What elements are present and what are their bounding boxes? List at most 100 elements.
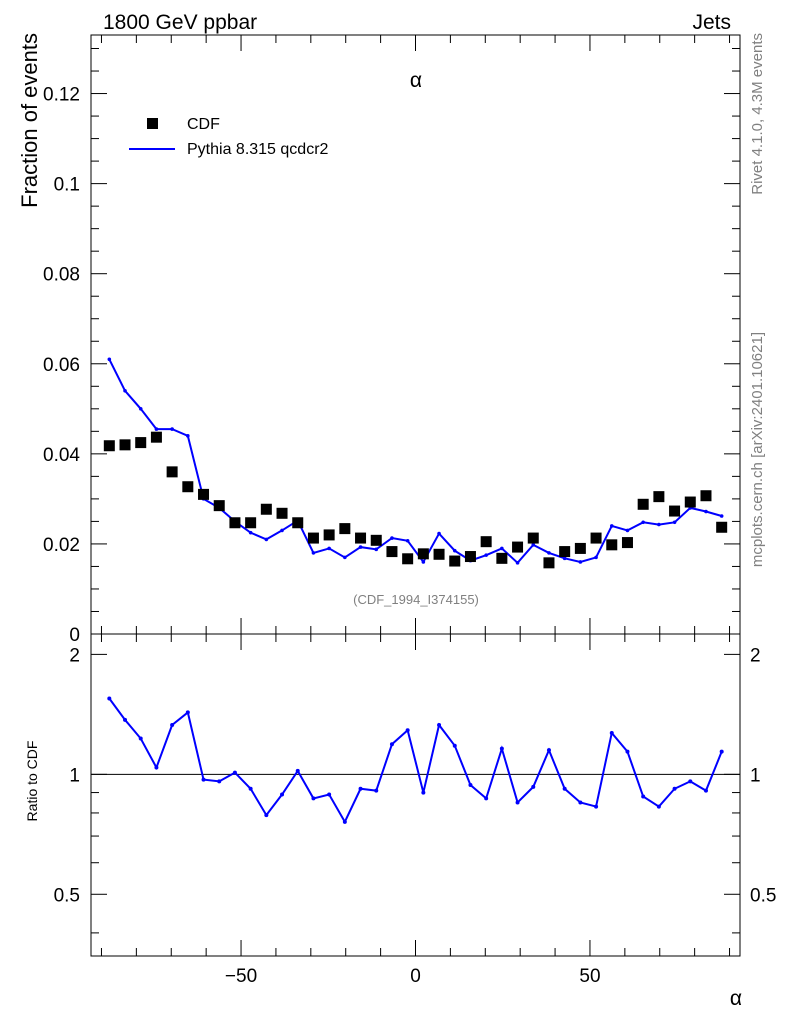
pythia-point bbox=[107, 357, 112, 362]
cdf-point bbox=[150, 431, 162, 443]
main-panel: 0 0.02 0.04 0.06 0.08 0.1 0.12 α Fraction of e… bbox=[17, 33, 741, 646]
cdf-point bbox=[543, 557, 555, 569]
legend-cdf-marker bbox=[147, 118, 158, 129]
cdf-point bbox=[402, 553, 414, 565]
pythia-point bbox=[186, 434, 190, 438]
cdf-point bbox=[245, 517, 257, 529]
ratio-point bbox=[499, 746, 504, 751]
pythia-point bbox=[484, 553, 488, 557]
pythia-point bbox=[437, 531, 441, 536]
cdf-point bbox=[716, 521, 728, 533]
main-y-tick-label: 0.12 bbox=[43, 85, 80, 106]
pythia-point bbox=[452, 548, 457, 553]
cdf-point bbox=[229, 517, 241, 529]
ratio-line bbox=[108, 697, 723, 824]
ratio-point bbox=[531, 784, 536, 789]
ratio-y-tick-labels: 0.5 0.5 1 1 2 2 bbox=[54, 645, 777, 906]
main-y-tick-label: 0.02 bbox=[43, 535, 80, 556]
pythia-point bbox=[138, 407, 143, 411]
pythia-line bbox=[108, 358, 722, 565]
ratio-point bbox=[703, 788, 708, 793]
pythia-point bbox=[374, 547, 379, 552]
pythia-point bbox=[280, 528, 284, 533]
cdf-point bbox=[684, 496, 696, 508]
ratio-y-tick-label: 1 bbox=[69, 765, 80, 786]
ratio-series bbox=[107, 696, 724, 824]
cdf-point bbox=[339, 523, 351, 535]
x-axis-label: α bbox=[730, 987, 742, 1010]
cdf-point bbox=[213, 500, 225, 512]
cdf-point bbox=[166, 466, 178, 478]
ratio-point bbox=[280, 792, 285, 797]
main-axis-ticks bbox=[91, 35, 740, 635]
main-y-tick-label: 0.1 bbox=[54, 175, 80, 196]
cdf-point bbox=[323, 529, 335, 541]
x-tick-label: 0 bbox=[410, 966, 421, 987]
ratio-point bbox=[342, 819, 347, 824]
ratio-x-tick-labels: −50 0 50 bbox=[225, 966, 601, 987]
cdf-point bbox=[621, 537, 633, 549]
header-right-label: Jets bbox=[692, 11, 731, 34]
ratio-point bbox=[123, 717, 128, 722]
pythia-point bbox=[327, 546, 331, 551]
pythia-point bbox=[390, 536, 394, 540]
header-left-label: 1800 GeV ppbar bbox=[103, 11, 257, 34]
cdf-point bbox=[307, 532, 319, 544]
pythia-point bbox=[672, 520, 677, 525]
ratio-point bbox=[311, 796, 316, 801]
pythia-point bbox=[264, 537, 269, 542]
ratio-point bbox=[452, 743, 457, 748]
cdf-point bbox=[637, 498, 649, 510]
ratio-point bbox=[201, 777, 206, 782]
cdf-point bbox=[276, 507, 288, 519]
cdf-point bbox=[527, 532, 539, 544]
cdf-point bbox=[480, 536, 492, 548]
ratio-point bbox=[562, 786, 567, 791]
ratio-point bbox=[656, 804, 661, 809]
pythia-point bbox=[594, 555, 598, 560]
ratio-y-tick-label: 2 bbox=[69, 645, 80, 666]
main-y-tick-labels: 0 0.02 0.04 0.06 0.08 0.1 0.12 bbox=[43, 85, 80, 646]
pythia-point bbox=[704, 509, 708, 514]
x-tick-label: −50 bbox=[225, 966, 257, 987]
cdf-point bbox=[119, 439, 131, 451]
ratio-point bbox=[248, 786, 253, 791]
pythia-point bbox=[311, 551, 316, 555]
ratio-point bbox=[609, 730, 614, 735]
cdf-point bbox=[669, 505, 681, 517]
ratio-point bbox=[421, 790, 426, 795]
pythia-point bbox=[123, 388, 127, 393]
pythia-point bbox=[248, 530, 253, 535]
ratio-point bbox=[515, 800, 520, 805]
ratio-point bbox=[546, 748, 551, 753]
ratio-axis-ticks bbox=[91, 634, 740, 956]
main-y-axis-label: Fraction of events bbox=[17, 33, 42, 208]
ratio-y-tick-label-right: 2 bbox=[750, 645, 761, 666]
cdf-point bbox=[606, 539, 618, 551]
legend-cdf-label: CDF bbox=[187, 116, 220, 133]
ratio-point bbox=[154, 765, 159, 770]
cdf-point bbox=[103, 440, 115, 452]
ratio-point bbox=[468, 783, 473, 788]
pythia-point bbox=[531, 543, 536, 547]
cdf-point bbox=[260, 503, 272, 515]
cdf-point bbox=[559, 546, 571, 558]
pythia-point bbox=[421, 560, 426, 564]
ratio-point bbox=[107, 696, 112, 701]
side-rivet-label: Rivet 4.1.0, 4.3M events bbox=[749, 33, 766, 195]
cdf-point bbox=[700, 490, 712, 502]
main-y-tick-label: 0.04 bbox=[43, 445, 80, 466]
ratio-point bbox=[264, 813, 269, 818]
cdf-point bbox=[653, 491, 665, 503]
cdf-point bbox=[182, 481, 194, 493]
ratio-point bbox=[672, 786, 677, 791]
ratio-y-tick-label: 0.5 bbox=[54, 885, 80, 906]
pythia-point bbox=[358, 545, 363, 549]
cdf-point bbox=[590, 532, 602, 544]
ratio-point bbox=[625, 749, 630, 754]
cdf-point bbox=[512, 541, 524, 553]
pythia-point bbox=[547, 551, 551, 555]
pythia-point bbox=[578, 560, 583, 564]
ratio-point bbox=[232, 770, 237, 775]
